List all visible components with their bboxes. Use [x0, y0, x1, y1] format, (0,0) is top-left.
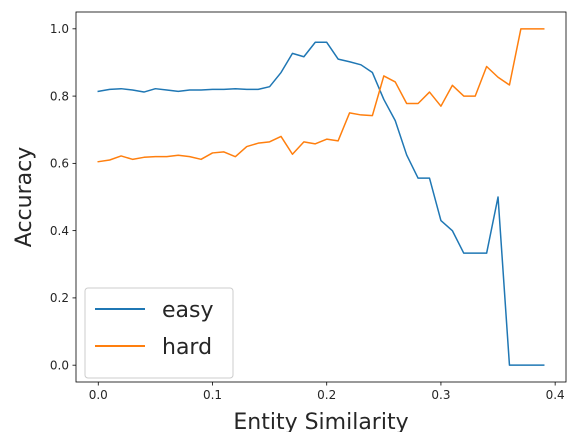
legend-label-hard: hard: [162, 335, 212, 360]
y-tick-label: 0.6: [50, 157, 69, 171]
x-tick-label: 0.4: [546, 388, 565, 402]
legend-box: [84, 287, 234, 379]
y-tick-label: 1.0: [50, 22, 69, 36]
y-axis-label: Accuracy: [12, 147, 37, 247]
series-line-easy: [97, 41, 545, 366]
y-tick-label: 0.8: [50, 89, 69, 103]
y-tick-label: 0.2: [50, 291, 69, 305]
legend: easy hard: [84, 287, 234, 379]
legend-label-easy: easy: [162, 298, 214, 323]
series-line-hard: [97, 28, 545, 163]
y-tick-label: 0.4: [50, 224, 69, 238]
x-tick-label: 0.2: [317, 388, 336, 402]
x-axis-label: Entity Similarity: [233, 410, 408, 432]
x-tick-label: 0.3: [431, 388, 450, 402]
x-tick-label: 0.0: [89, 388, 108, 402]
y-tick-label: 0.0: [50, 358, 69, 372]
x-tick-label: 0.1: [203, 388, 222, 402]
plot-frame: [75, 11, 567, 383]
